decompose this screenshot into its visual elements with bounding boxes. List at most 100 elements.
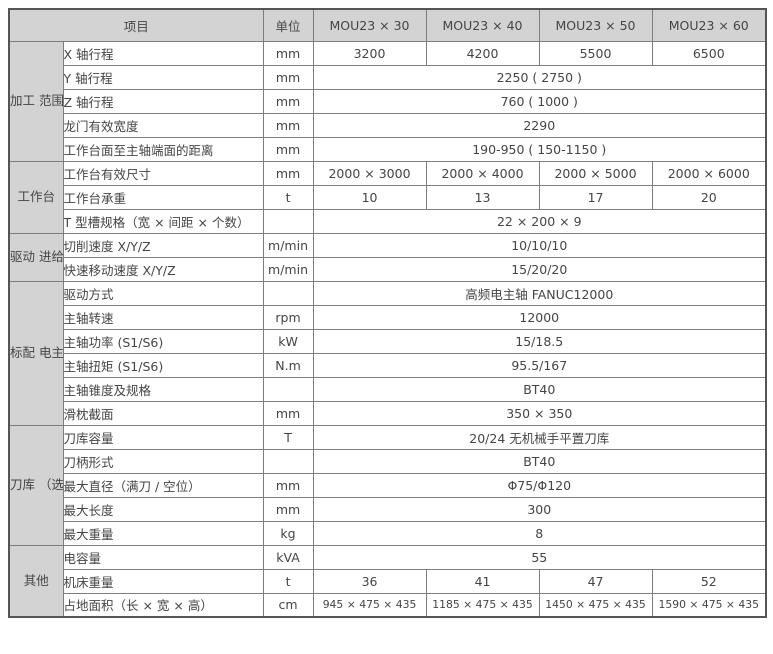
item-cell: 最大长度 bbox=[62, 496, 264, 522]
table-row: 滑枕截面 mm 350 × 350 bbox=[9, 400, 767, 426]
unit-cell bbox=[262, 280, 314, 306]
group-label-drive-feed: 驱动 进给 bbox=[8, 232, 64, 282]
unit-cell: kW bbox=[262, 328, 314, 354]
unit-cell: m/min bbox=[262, 232, 314, 258]
unit-cell: mm bbox=[262, 40, 314, 66]
value-cell: 3200 bbox=[312, 40, 427, 66]
table-row: Z 轴行程 mm 760 ( 1000 ) bbox=[9, 88, 767, 114]
item-cell: 快速移动速度 X/Y/Z bbox=[62, 256, 264, 282]
unit-cell: t bbox=[262, 184, 314, 210]
table-row: 主轴锥度及规格 BT40 bbox=[9, 376, 767, 402]
value-cell: 2000 × 6000 bbox=[651, 160, 767, 186]
value-cell: 350 × 350 bbox=[312, 400, 767, 426]
column-header-model-4: MOU23 × 60 bbox=[651, 8, 767, 42]
unit-cell: N.m bbox=[262, 352, 314, 378]
item-cell: 刀库容量 bbox=[62, 424, 264, 450]
value-cell: 13 bbox=[425, 184, 540, 210]
table-row: 工作台 工作台有效尺寸 mm 2000 × 3000 2000 × 4000 2… bbox=[8, 160, 767, 234]
unit-cell: mm bbox=[262, 472, 314, 498]
item-cell: 主轴功率 (S1/S6) bbox=[62, 328, 264, 354]
item-cell: 工作台面至主轴端面的距离 bbox=[62, 136, 264, 162]
table-row: 工作台承重 t 10 13 17 20 bbox=[9, 184, 767, 210]
unit-cell: mm bbox=[262, 496, 314, 522]
table-row: Y 轴行程 mm 2250 ( 2750 ) bbox=[9, 64, 767, 90]
unit-cell: rpm bbox=[262, 304, 314, 330]
value-cell: 2000 × 5000 bbox=[538, 160, 653, 186]
table-row: 主轴扭矩 (S1/S6) N.m 95.5/167 bbox=[9, 352, 767, 378]
group-label-spindle: 标配 电主轴 bbox=[8, 280, 64, 426]
value-cell: 4200 bbox=[425, 40, 540, 66]
item-cell: T 型槽规格（宽 × 间距 × 个数） bbox=[62, 208, 264, 234]
unit-cell: mm bbox=[262, 64, 314, 90]
unit-cell: m/min bbox=[262, 256, 314, 282]
unit-cell: T bbox=[262, 424, 314, 450]
item-cell: 最大重量 bbox=[62, 520, 264, 546]
value-cell: 36 bbox=[312, 568, 427, 594]
table-row: 其他 电容量 kVA 55 bbox=[8, 544, 767, 618]
value-cell: 8 bbox=[312, 520, 767, 546]
value-cell: 17 bbox=[538, 184, 653, 210]
value-cell: 10 bbox=[312, 184, 427, 210]
item-cell: Y 轴行程 bbox=[62, 64, 264, 90]
item-cell: 占地面积（长 × 宽 × 高） bbox=[62, 592, 264, 618]
value-cell: 760 ( 1000 ) bbox=[312, 88, 767, 114]
value-cell: 2250 ( 2750 ) bbox=[312, 64, 767, 90]
group-label-others: 其他 bbox=[8, 544, 64, 618]
item-cell: 工作台承重 bbox=[62, 184, 264, 210]
value-cell: 1590 × 475 × 435 bbox=[651, 592, 767, 618]
unit-cell: mm bbox=[262, 112, 314, 138]
table-row: 加工 范围 X 轴行程 mm 3200 4200 5500 6500 bbox=[8, 40, 767, 162]
table-row: 标配 电主轴 驱动方式 高频电主轴 FANUC12000 bbox=[8, 280, 767, 426]
value-cell: 2000 × 3000 bbox=[312, 160, 427, 186]
value-cell: 1185 × 475 × 435 bbox=[425, 592, 540, 618]
value-cell: 1450 × 475 × 435 bbox=[538, 592, 653, 618]
group-label-tool-magazine: 刀库 （选项） bbox=[8, 424, 64, 546]
unit-cell: mm bbox=[262, 88, 314, 114]
group-label-worktable: 工作台 bbox=[8, 160, 64, 234]
table-row: 刀柄形式 BT40 bbox=[9, 448, 767, 474]
header-row: 项目 单位 MOU23 × 30 MOU23 × 40 MOU23 × 50 M… bbox=[8, 8, 767, 42]
unit-cell bbox=[262, 448, 314, 474]
table-row: 最大长度 mm 300 bbox=[9, 496, 767, 522]
item-cell: 刀柄形式 bbox=[62, 448, 264, 474]
value-cell: 高频电主轴 FANUC12000 bbox=[312, 280, 767, 306]
table-row: 驱动 进给 切削速度 X/Y/Z m/min 10/10/10 bbox=[8, 232, 767, 282]
item-cell: Z 轴行程 bbox=[62, 88, 264, 114]
unit-cell bbox=[262, 208, 314, 234]
table-row: 主轴功率 (S1/S6) kW 15/18.5 bbox=[9, 328, 767, 354]
unit-cell: kg bbox=[262, 520, 314, 546]
item-cell: 主轴锥度及规格 bbox=[62, 376, 264, 402]
value-cell: 20/24 无机械手平置刀库 bbox=[312, 424, 767, 450]
item-cell: 切削速度 X/Y/Z bbox=[62, 232, 264, 258]
table-row: 最大直径（满刀 / 空位） mm Φ75/Φ120 bbox=[9, 472, 767, 498]
item-cell: X 轴行程 bbox=[62, 40, 264, 66]
unit-cell: t bbox=[262, 568, 314, 594]
value-cell: 47 bbox=[538, 568, 653, 594]
group-label-machining-range: 加工 范围 bbox=[8, 40, 64, 162]
table-row: 快速移动速度 X/Y/Z m/min 15/20/20 bbox=[9, 256, 767, 282]
table-row: 龙门有效宽度 mm 2290 bbox=[9, 112, 767, 138]
value-cell: 6500 bbox=[651, 40, 767, 66]
item-cell: 工作台有效尺寸 bbox=[62, 160, 264, 186]
value-cell: 5500 bbox=[538, 40, 653, 66]
item-cell: 龙门有效宽度 bbox=[62, 112, 264, 138]
spec-table: 项目 单位 MOU23 × 30 MOU23 × 40 MOU23 × 50 M… bbox=[8, 8, 768, 618]
column-header-unit: 单位 bbox=[262, 8, 314, 42]
value-cell: 41 bbox=[425, 568, 540, 594]
table-row: 主轴转速 rpm 12000 bbox=[9, 304, 767, 330]
value-cell: 2000 × 4000 bbox=[425, 160, 540, 186]
item-cell: 电容量 bbox=[62, 544, 264, 570]
value-cell: 20 bbox=[651, 184, 767, 210]
column-header-model-2: MOU23 × 40 bbox=[425, 8, 540, 42]
value-cell: 300 bbox=[312, 496, 767, 522]
column-header-model-1: MOU23 × 30 bbox=[312, 8, 427, 42]
value-cell: 52 bbox=[651, 568, 767, 594]
value-cell: 190-950 ( 150-1150 ) bbox=[312, 136, 767, 162]
value-cell: BT40 bbox=[312, 448, 767, 474]
table-row: 占地面积（长 × 宽 × 高） cm 945 × 475 × 435 1185 … bbox=[9, 592, 767, 618]
value-cell: 22 × 200 × 9 bbox=[312, 208, 767, 234]
table-row: 刀库 （选项） 刀库容量 T 20/24 无机械手平置刀库 bbox=[8, 424, 767, 546]
value-cell: 945 × 475 × 435 bbox=[312, 592, 427, 618]
value-cell: 12000 bbox=[312, 304, 767, 330]
